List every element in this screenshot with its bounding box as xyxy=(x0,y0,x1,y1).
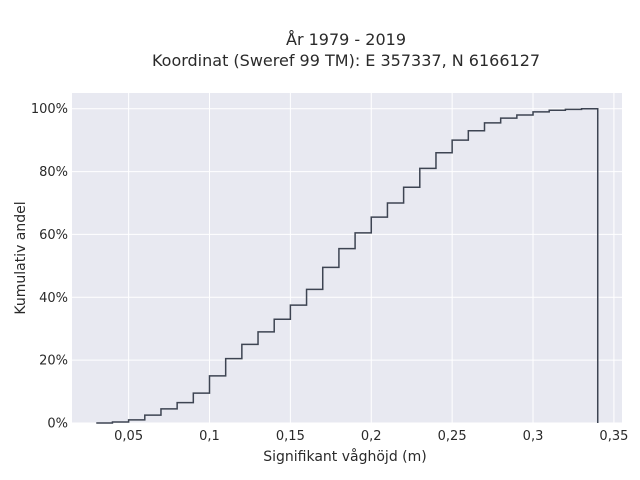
y-tick-label: 60% xyxy=(39,228,68,243)
y-tick-label: 20% xyxy=(39,354,68,369)
plot-area xyxy=(72,93,622,423)
x-tick-label: 0,3 xyxy=(523,429,544,444)
x-tick-labels: 0,05 0,1 0,15 0,2 0,25 0,3 0,35 xyxy=(114,429,628,444)
y-axis-label: Kumulativ andel xyxy=(13,201,29,314)
chart-title-line2: Koordinat (Sweref 99 TM): E 357337, N 61… xyxy=(152,51,540,70)
x-tick-label: 0,2 xyxy=(361,429,382,444)
y-tick-labels: 0% 20% 40% 60% 80% 100% xyxy=(31,102,68,431)
x-tick-label: 0,35 xyxy=(599,429,628,444)
x-tick-label: 0,15 xyxy=(276,429,305,444)
chart-title-line1: År 1979 - 2019 xyxy=(286,30,406,49)
cumulative-step-line xyxy=(96,107,599,424)
x-axis-label: Signifikant våghöjd (m) xyxy=(263,448,426,465)
x-tick-label: 0,1 xyxy=(199,429,220,444)
y-tick-label: 100% xyxy=(31,102,68,117)
x-tick-label: 0,25 xyxy=(438,429,467,444)
y-tick-label: 40% xyxy=(39,291,68,306)
x-tick-label: 0,05 xyxy=(114,429,143,444)
y-tick-label: 80% xyxy=(39,165,68,180)
grid-lines xyxy=(72,93,622,424)
y-tick-label: 0% xyxy=(47,417,68,432)
